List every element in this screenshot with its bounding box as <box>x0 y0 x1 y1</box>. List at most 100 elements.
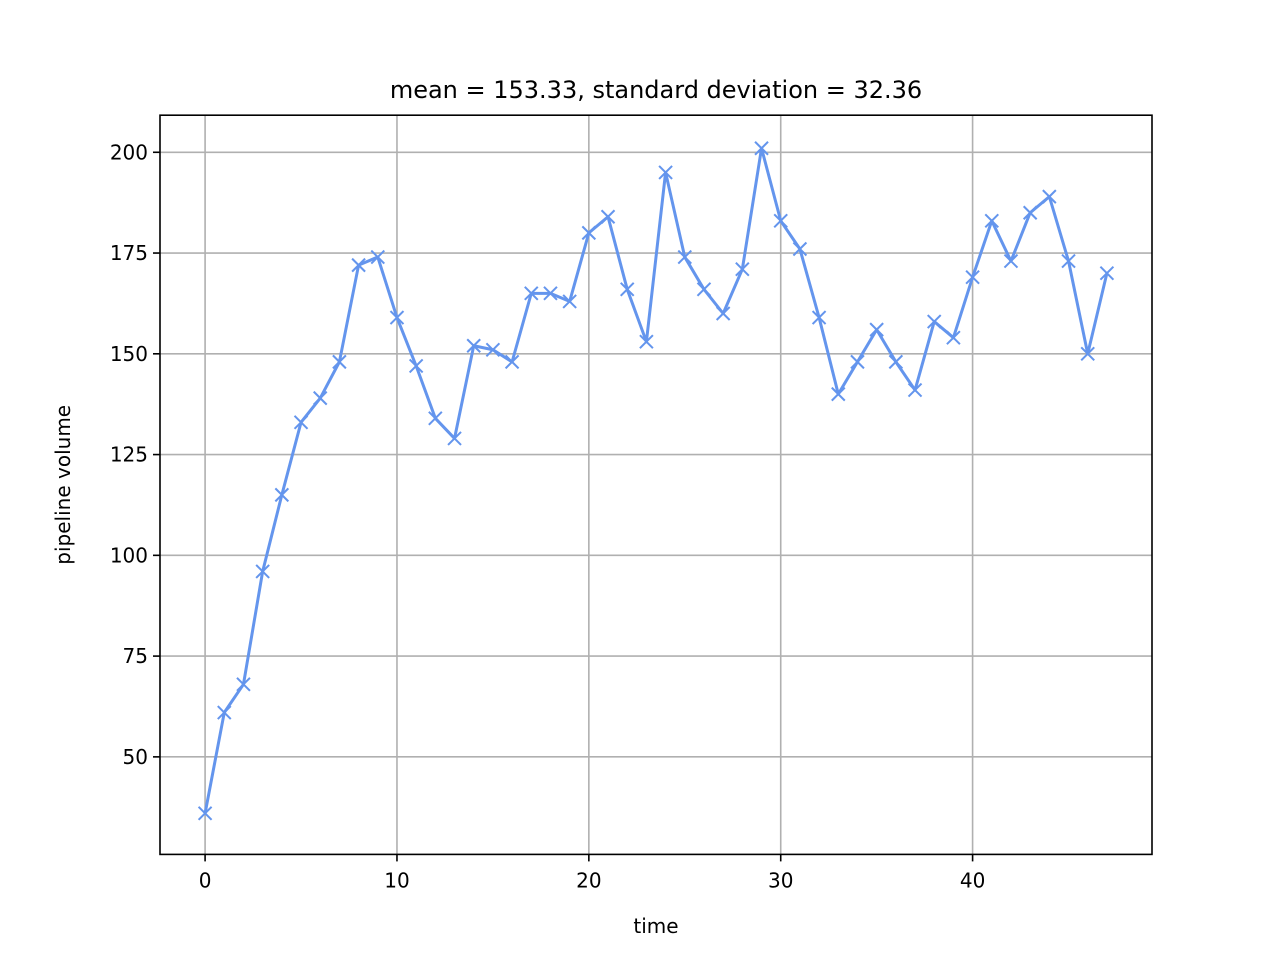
data-point-marker <box>946 330 961 345</box>
y-tick-label: 100 <box>110 543 148 567</box>
data-point-marker <box>293 415 309 430</box>
data-point-marker <box>850 354 865 370</box>
data-point-marker <box>581 225 597 241</box>
data-point-marker <box>888 354 904 370</box>
data-point-marker <box>1080 346 1095 362</box>
data-point-marker <box>370 249 385 265</box>
marker-stroke <box>735 261 750 277</box>
marker-stroke <box>293 415 309 430</box>
marker-stroke <box>831 386 846 402</box>
marker-stroke <box>792 241 808 257</box>
marker-stroke <box>408 358 424 374</box>
y-tick-label: 50 <box>123 745 148 769</box>
marker-stroke <box>696 282 712 297</box>
marker-stroke <box>946 330 961 345</box>
x-axis-label: time <box>633 914 678 938</box>
tick-layer: 0 10 20 30 40 50 75 100 125 150 175 200 <box>110 140 986 892</box>
marker-stroke <box>1080 346 1095 362</box>
series-line <box>203 146 1109 814</box>
data-point-marker <box>696 282 712 297</box>
data-point-marker <box>715 306 731 321</box>
data-point-marker <box>389 310 405 325</box>
data-point-marker <box>351 257 366 273</box>
marker-stroke <box>217 705 232 720</box>
data-point-marker <box>274 487 290 503</box>
x-tick-label: 40 <box>960 868 985 892</box>
marker-stroke <box>255 564 270 579</box>
data-point-marker <box>332 354 347 370</box>
y-tick-label: 125 <box>110 443 148 467</box>
x-tick-label: 30 <box>768 868 793 892</box>
data-point-marker <box>907 382 923 398</box>
marker-stroke <box>236 677 251 692</box>
data-point-marker <box>620 282 635 297</box>
data-point-marker <box>255 564 270 579</box>
data-point-marker <box>831 386 846 402</box>
data-point-marker <box>1042 189 1057 204</box>
marker-stroke <box>677 249 692 265</box>
data-point-marker <box>658 165 673 180</box>
data-point-marker <box>485 342 501 357</box>
marker-stroke <box>850 354 865 370</box>
data-point-marker <box>466 338 481 353</box>
data-point-marker <box>1061 253 1076 269</box>
data-point-marker <box>1099 265 1115 281</box>
data-point-marker <box>735 261 750 277</box>
data-point-marker <box>965 270 980 285</box>
y-tick-label: 75 <box>123 644 148 668</box>
y-axis-label: pipeline volume <box>51 405 75 565</box>
marker-stroke <box>581 225 597 241</box>
grid-layer <box>160 115 1152 855</box>
data-point-marker <box>236 677 251 692</box>
marker-stroke <box>1022 205 1038 220</box>
marker-stroke <box>658 165 673 180</box>
data-point-marker <box>677 249 692 265</box>
data-point-marker <box>1022 205 1038 220</box>
marker-stroke <box>351 257 366 273</box>
marker-stroke <box>485 342 501 357</box>
x-tick-label: 0 <box>199 868 212 892</box>
marker-stroke <box>984 213 999 229</box>
data-point-marker <box>754 141 769 156</box>
y-tick-label: 200 <box>110 140 148 164</box>
marker-stroke <box>428 411 443 426</box>
marker-stroke <box>197 806 213 821</box>
series-layer <box>197 141 1115 821</box>
marker-stroke <box>466 338 481 353</box>
data-point-marker <box>543 286 558 301</box>
marker-stroke <box>524 286 539 301</box>
data-point-marker <box>428 411 443 426</box>
marker-stroke <box>811 310 827 325</box>
marker-stroke <box>504 354 520 370</box>
marker-stroke <box>907 382 923 398</box>
data-point-marker <box>197 806 213 821</box>
data-point-marker <box>313 390 328 406</box>
data-point-marker <box>562 294 577 309</box>
y-tick-label: 150 <box>110 342 148 366</box>
marker-stroke <box>1003 253 1019 269</box>
marker-stroke <box>773 213 788 229</box>
data-point-marker <box>811 310 827 325</box>
y-tick-label: 175 <box>110 241 148 265</box>
marker-stroke <box>1061 253 1076 269</box>
data-point-marker <box>447 431 462 446</box>
axes-frame <box>159 114 1153 856</box>
marker-stroke <box>543 286 558 301</box>
marker-stroke <box>370 249 385 265</box>
marker-stroke <box>1099 265 1115 281</box>
data-point-marker <box>1003 253 1019 269</box>
marker-stroke <box>313 390 328 406</box>
marker-stroke <box>965 270 980 285</box>
data-point-marker <box>408 358 424 374</box>
marker-stroke <box>447 431 462 446</box>
data-point-marker <box>600 209 616 224</box>
marker-stroke <box>888 354 904 370</box>
marker-stroke <box>620 282 635 297</box>
marker-stroke <box>927 314 942 329</box>
marker-stroke <box>600 209 616 224</box>
data-point-marker <box>773 213 788 229</box>
data-point-marker <box>984 213 999 229</box>
marker-stroke <box>562 294 577 309</box>
x-tick-label: 20 <box>576 868 601 892</box>
